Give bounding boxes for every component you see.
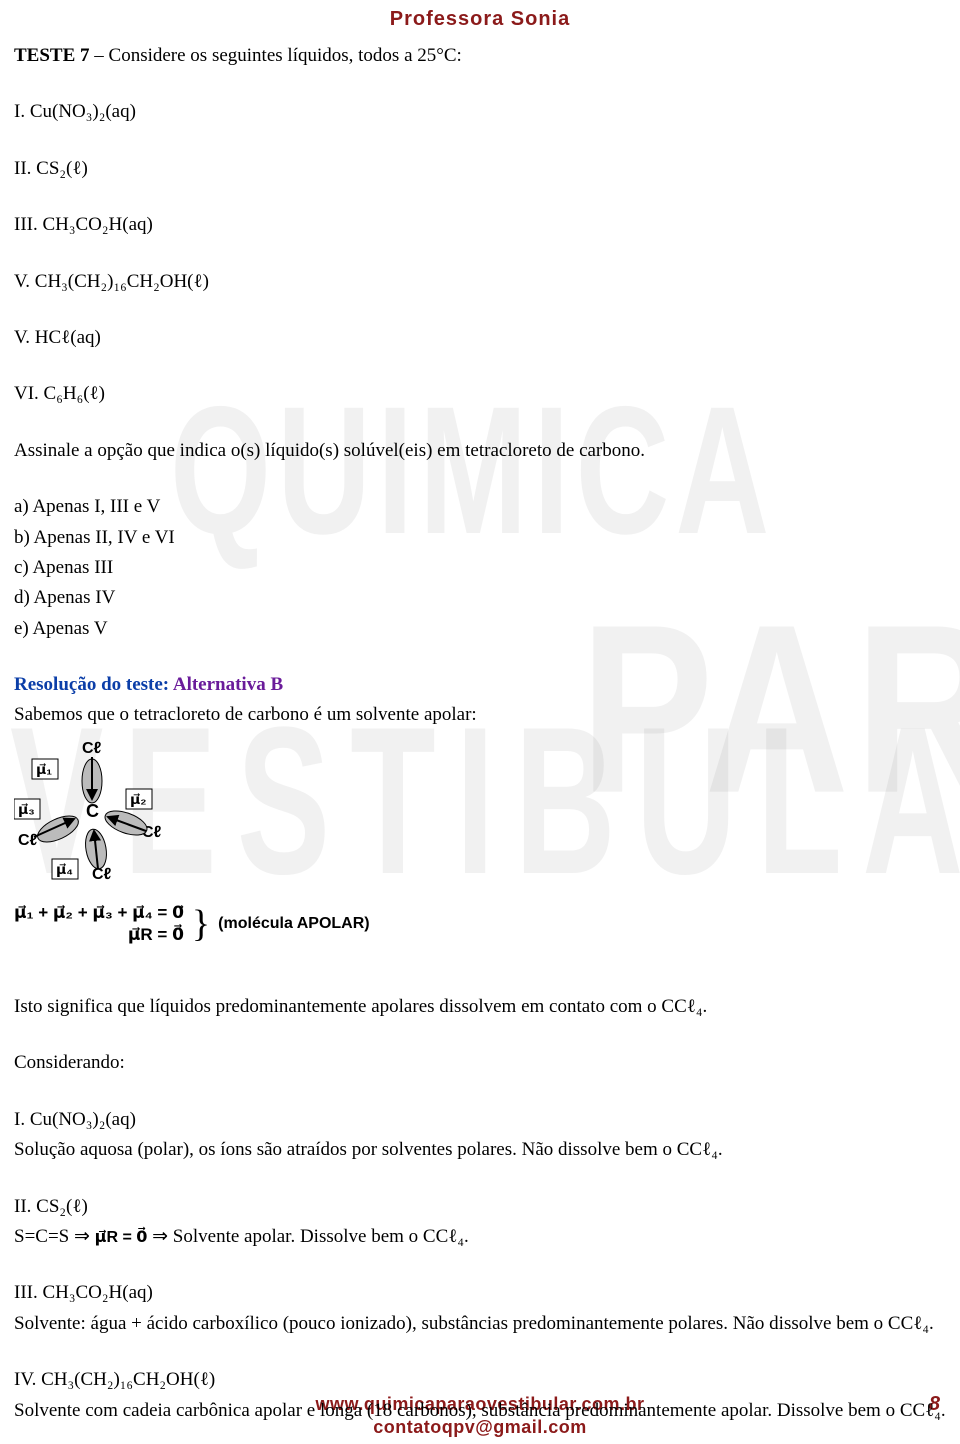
ccl4-diagram: C Cℓ Cℓ Cℓ Cℓ µ⃗₁ µ⃗₂ µ⃗₃ µ⃗₄ — [14, 737, 946, 892]
case-ii-title: II. CS₂(ℓ) — [14, 1192, 946, 1222]
case-ii-b: ⇒ Solvente apolar. Dissolve bem o CCℓ₄. — [152, 1226, 469, 1247]
case-iii-title: III. CH₃CO₂H(aq) — [14, 1278, 946, 1308]
case-ii-mu: µ⃗R = 0⃗ — [95, 1225, 148, 1251]
mu1-label: µ⃗₁ — [36, 761, 52, 777]
item-v: V. HCℓ(aq) — [14, 323, 946, 353]
atom-cl-bottom: Cℓ — [92, 866, 112, 883]
option-b: b) Apenas II, IV e VI — [14, 523, 946, 553]
resolution-label: Resolução do teste: — [14, 674, 173, 695]
option-d: d) Apenas IV — [14, 583, 946, 613]
item-iii: III. CH₃CO₂H(aq) — [14, 210, 946, 240]
case-ii-a: S=C=S ⇒ — [14, 1226, 95, 1247]
case-iv-title: IV. CH₃(CH₂)₁₆CH₂OH(ℓ) — [14, 1365, 946, 1395]
option-e: e) Apenas V — [14, 614, 946, 644]
option-c: c) Apenas III — [14, 553, 946, 583]
case-iv-text: Solvente com cadeia carbônica apolar e l… — [14, 1396, 946, 1426]
question-text: Assinale a opção que indica o(s) líquido… — [14, 436, 946, 466]
case-i-text: Solução aquosa (polar), os íons são atra… — [14, 1135, 946, 1165]
item-i: I. Cu(NO₃)₂(aq) — [14, 97, 946, 127]
mu2-label: µ⃗₂ — [130, 791, 147, 807]
considering-label: Considerando: — [14, 1048, 946, 1078]
question-intro: TESTE 7 – Considere os seguintes líquido… — [14, 41, 946, 71]
resolution-line1: Sabemos que o tetracloreto de carbono é … — [14, 700, 946, 730]
resolution-header: Resolução do teste: Alternativa B — [14, 670, 946, 700]
item-iv: V. CH₃(CH₂)₁₆CH₂OH(ℓ) — [14, 267, 946, 297]
resolution-answer: Alternativa B — [173, 674, 283, 695]
test-label: TESTE 7 — [14, 45, 90, 66]
eq-r: µ⃗R = 0⃗ — [128, 924, 184, 946]
atom-c: C — [86, 801, 99, 821]
case-iii-text: Solvente: água + ácido carboxílico (pouc… — [14, 1309, 946, 1339]
option-a: a) Apenas I, III e V — [14, 492, 946, 522]
item-vi: VI. C₆H₆(ℓ) — [14, 379, 946, 409]
item-ii: II. CS₂(ℓ) — [14, 154, 946, 184]
bracket-icon: } — [192, 913, 210, 936]
eq-sum: µ⃗₁ + µ⃗₂ + µ⃗₃ + µ⃗₄ = 0⃗ — [14, 902, 184, 924]
mu4-label: µ⃗₄ — [56, 861, 73, 877]
prompt-intro: – Considere os seguintes líquidos, todos… — [90, 45, 462, 66]
page-header: Professora Sonia — [14, 8, 946, 31]
case-i-title: I. Cu(NO₃)₂(aq) — [14, 1105, 946, 1135]
apolar-label: (molécula APOLAR) — [218, 915, 369, 933]
atom-cl-left: Cℓ — [18, 832, 38, 849]
case-ii-text: S=C=S ⇒ µ⃗R = 0⃗ ⇒ Solvente apolar. Diss… — [14, 1222, 946, 1252]
mu3-label: µ⃗₃ — [18, 801, 35, 817]
dipole-sum-equation: µ⃗₁ + µ⃗₂ + µ⃗₃ + µ⃗₄ = 0⃗ µ⃗R = 0⃗ } (m… — [14, 902, 946, 946]
atom-cl-top: Cℓ — [82, 740, 102, 757]
ccl4-svg: C Cℓ Cℓ Cℓ Cℓ µ⃗₁ µ⃗₂ µ⃗₃ µ⃗₄ — [14, 737, 184, 887]
body-l1: Isto significa que líquidos predominante… — [14, 992, 946, 1022]
